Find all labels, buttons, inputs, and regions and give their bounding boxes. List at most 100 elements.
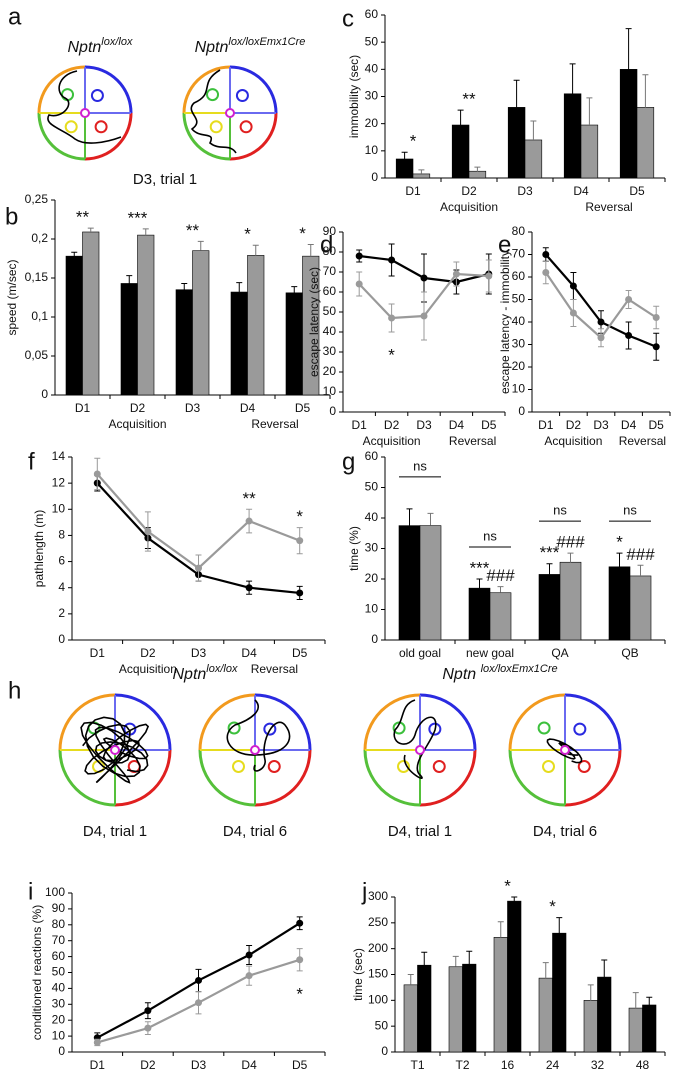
center-ring [560, 745, 570, 755]
point [452, 270, 460, 278]
error-bar [407, 974, 414, 985]
error-bar [542, 962, 549, 979]
arena-arc [254, 749, 312, 807]
y-tick-label: 30 [365, 541, 379, 555]
goal-ring [90, 89, 104, 103]
arena-arc [58, 693, 116, 751]
y-tick-label: 10 [512, 382, 526, 396]
x-tick-label: D5 [649, 418, 665, 432]
annotation: ns [623, 503, 637, 518]
goal-ring [227, 721, 241, 735]
bar [403, 984, 418, 1053]
bar [230, 291, 248, 396]
bar [120, 283, 138, 396]
y-tick-label: 0 [381, 1044, 388, 1058]
arena-arc [229, 65, 278, 114]
arena-arc [114, 749, 172, 807]
bar [636, 107, 655, 179]
x-tick-label: D3 [191, 646, 207, 660]
x-tick-label: D4 [240, 401, 256, 415]
point [542, 251, 550, 258]
bar [559, 561, 582, 641]
error-bar [632, 992, 639, 1009]
bar [448, 966, 463, 1053]
arena-arc [37, 65, 86, 114]
point [652, 314, 660, 321]
goal-ring [267, 760, 281, 773]
annotation: * [299, 224, 306, 243]
point [388, 314, 396, 322]
bar [175, 289, 193, 396]
x-tick-label: D2 [140, 1058, 156, 1072]
track-caption: D3, trial 1 [133, 171, 197, 188]
bar [468, 587, 491, 641]
panel-letter: c [342, 5, 354, 32]
goal-ring [61, 88, 75, 102]
x-tick-label: D5 [295, 401, 311, 415]
point [388, 256, 396, 264]
swim-path [80, 716, 150, 784]
series-line [96, 473, 301, 570]
y-tick-label: 80 [52, 917, 66, 931]
x-tick-label: D1 [352, 418, 368, 432]
y-tick-label: 60 [323, 284, 337, 298]
bar [524, 139, 543, 179]
annotation: * [549, 897, 556, 916]
x-tick-label: D3 [191, 1058, 207, 1072]
goal-ring [397, 760, 410, 773]
bar [285, 292, 303, 396]
panel-letter: d [320, 231, 333, 258]
y-tick-label: 150 [368, 967, 388, 981]
goal-ring [577, 760, 591, 773]
y-tick-label: 2 [58, 606, 65, 620]
swim-path [226, 699, 291, 772]
genotype-label: Nptnlox/lox [173, 663, 238, 683]
x-tick-label: 24 [546, 1058, 560, 1072]
y-axis-label: immobility (sec) [347, 55, 361, 138]
arena-arc [198, 749, 256, 807]
point [245, 517, 253, 525]
y-tick-label: 0 [518, 404, 525, 418]
bar [608, 566, 631, 641]
error-bar [476, 578, 483, 589]
error-bar [252, 244, 259, 256]
genotype-sup: lox/loxEmx1Cre [481, 663, 558, 675]
y-tick-label: 40 [323, 324, 337, 338]
x-tick-label: 16 [501, 1058, 515, 1072]
error-bar [556, 917, 563, 934]
error-bar [71, 251, 78, 257]
bar [642, 1004, 657, 1053]
x-tick-label: D2 [130, 401, 146, 415]
error-bar [530, 120, 537, 140]
error-bar [497, 921, 504, 938]
error-bar [87, 227, 94, 232]
bar [629, 575, 652, 641]
goal-ring [235, 89, 249, 103]
x-group-label: Acquisition [119, 662, 177, 676]
swim-path [47, 70, 122, 144]
point [93, 1038, 101, 1046]
y-axis-label: escape latency - immobility [498, 250, 512, 394]
track-caption: D4, trial 6 [223, 823, 287, 840]
y-tick-label: 8 [58, 528, 65, 542]
bar [192, 250, 210, 396]
error-bar [197, 240, 204, 251]
error-bar [427, 512, 434, 526]
y-tick-label: 50 [512, 292, 526, 306]
bar [137, 234, 155, 396]
y-tick-label: 50 [375, 1018, 389, 1032]
annotation: * [504, 876, 511, 895]
goal-ring [232, 760, 245, 773]
y-tick-label: 14 [52, 449, 66, 463]
y-tick-label: 0,2 [31, 231, 48, 245]
annotation: ns [483, 528, 497, 543]
x-tick-label: D3 [517, 184, 533, 198]
arena-arc [508, 693, 566, 751]
error-bar [126, 275, 133, 284]
y-tick-label: 20 [365, 571, 379, 585]
y-axis-label: escape latency (sec) [307, 267, 321, 377]
panel-letter: h [8, 677, 21, 704]
annotation: * [388, 345, 395, 364]
y-tick-label: 40 [365, 62, 379, 76]
